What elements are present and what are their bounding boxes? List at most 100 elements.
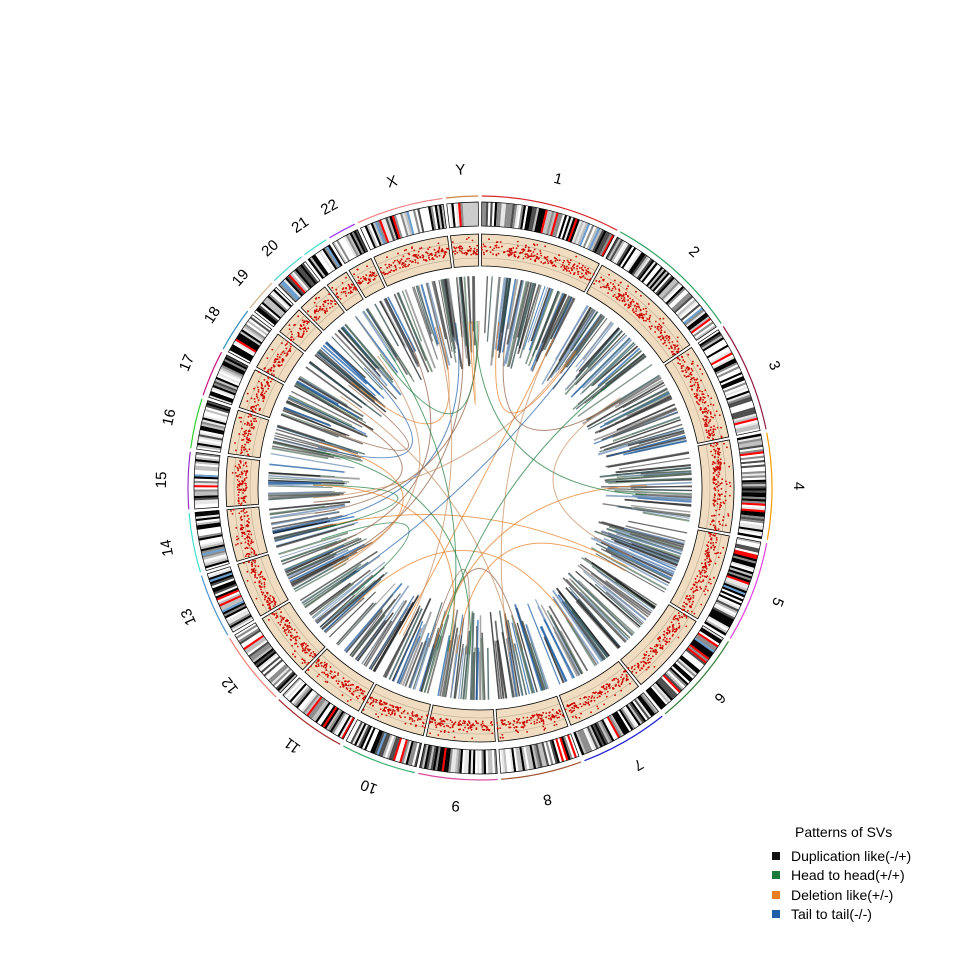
cnv-point bbox=[612, 295, 615, 298]
ideogram-band bbox=[738, 440, 763, 447]
cnv-point bbox=[315, 297, 318, 299]
cnv-point bbox=[701, 401, 704, 404]
ideogram-band bbox=[680, 303, 701, 322]
ideogram-band bbox=[577, 730, 589, 754]
cnv-point bbox=[714, 552, 717, 555]
ideogram-band bbox=[432, 746, 439, 771]
sv-radial-line bbox=[566, 618, 596, 667]
cnv-point bbox=[649, 314, 652, 317]
ideogram-band bbox=[690, 317, 712, 334]
cnv-point bbox=[346, 688, 349, 691]
cnv-point bbox=[705, 565, 707, 568]
cnv-point bbox=[294, 636, 296, 639]
ideogram-band bbox=[306, 696, 323, 717]
cnv-point bbox=[704, 410, 707, 413]
cnv-point bbox=[701, 390, 704, 393]
ideogram-band bbox=[320, 249, 336, 271]
ideogram-band bbox=[557, 737, 567, 762]
cnv-point bbox=[712, 477, 715, 480]
cnv-point bbox=[696, 364, 699, 367]
sv-chord-link bbox=[398, 338, 555, 635]
cnv-point bbox=[466, 730, 469, 733]
ideogram-band bbox=[704, 340, 727, 356]
cnv-gridline bbox=[245, 561, 268, 613]
cnv-point bbox=[466, 238, 468, 241]
ideogram-band bbox=[661, 281, 680, 301]
ideogram-band bbox=[550, 212, 559, 237]
cnv-point bbox=[717, 556, 720, 559]
cnv-point bbox=[415, 253, 417, 256]
ideogram-outline-7 bbox=[573, 692, 660, 756]
ideogram-band bbox=[313, 700, 329, 722]
cnv-point bbox=[298, 637, 301, 640]
sv-radial-line bbox=[281, 538, 347, 566]
ideogram-band bbox=[573, 731, 585, 756]
sv-radial-line bbox=[614, 528, 683, 553]
cnv-point bbox=[240, 449, 243, 451]
sv-radial-line bbox=[604, 579, 651, 616]
cnv-point bbox=[372, 705, 374, 707]
cnv-point bbox=[342, 291, 345, 293]
cnv-point bbox=[551, 262, 554, 264]
cnv-point bbox=[281, 360, 284, 363]
cnv-point bbox=[696, 381, 699, 384]
sv-radial-line bbox=[460, 645, 467, 700]
cnv-point bbox=[702, 399, 704, 401]
cnv-point bbox=[597, 707, 599, 710]
ideogram-band bbox=[200, 542, 225, 550]
cnv-point bbox=[434, 254, 436, 257]
cnv-point bbox=[707, 581, 710, 584]
sv-radial-line bbox=[605, 591, 644, 625]
cnv-point bbox=[677, 357, 679, 360]
cnv-point bbox=[701, 411, 704, 413]
sv-radial-line bbox=[396, 620, 424, 684]
ideogram-band bbox=[380, 218, 392, 243]
cnv-point bbox=[603, 286, 606, 288]
cnv-point bbox=[636, 314, 639, 317]
cnv-point bbox=[612, 283, 615, 285]
ideogram-band bbox=[436, 747, 443, 772]
cnv-point bbox=[260, 386, 263, 389]
ideogram-band bbox=[206, 402, 230, 412]
cnv-point bbox=[434, 722, 437, 724]
ideogram-band bbox=[230, 345, 253, 360]
ideogram-band bbox=[254, 310, 275, 327]
sv-chord-link bbox=[433, 568, 524, 650]
cnv-gridline bbox=[352, 265, 375, 278]
cnv-point bbox=[626, 675, 628, 678]
cnv-point bbox=[545, 716, 548, 719]
cnv-point bbox=[513, 726, 516, 729]
sv-radial-line bbox=[278, 531, 349, 556]
ideogram-band bbox=[711, 608, 734, 622]
cnv-point bbox=[728, 465, 731, 468]
cnv-point bbox=[509, 726, 512, 729]
cnv-point bbox=[561, 714, 564, 716]
cnv-point bbox=[573, 702, 576, 705]
cnv-point bbox=[297, 315, 299, 318]
cnv-gridline bbox=[277, 348, 298, 379]
sv-radial-line bbox=[354, 316, 398, 376]
cnv-point bbox=[726, 446, 728, 449]
ideogram-band bbox=[406, 211, 415, 235]
chromosome-outer-line-21 bbox=[304, 239, 327, 256]
cnv-point bbox=[237, 469, 240, 472]
cnv-point bbox=[677, 362, 680, 365]
cnv-point bbox=[427, 248, 429, 251]
cnv-point bbox=[435, 724, 437, 726]
sv-radial-line bbox=[453, 618, 465, 699]
cnv-point bbox=[267, 597, 270, 600]
cnv-point bbox=[469, 249, 472, 252]
ideogram-band bbox=[325, 245, 341, 268]
cnv-point bbox=[712, 542, 715, 544]
sv-radial-line bbox=[599, 466, 692, 478]
ideogram-band bbox=[210, 388, 235, 400]
cnv-point bbox=[372, 274, 375, 277]
ideogram-band bbox=[331, 711, 346, 734]
cnv-point bbox=[304, 328, 307, 331]
sv-radial-line bbox=[541, 304, 589, 385]
ideogram-band bbox=[473, 202, 477, 227]
cnv-point bbox=[659, 327, 662, 330]
cnv-point bbox=[533, 259, 536, 262]
legend-item-head-to-head: Head to head(+/+) bbox=[772, 866, 952, 886]
sv-radial-line bbox=[344, 323, 394, 384]
